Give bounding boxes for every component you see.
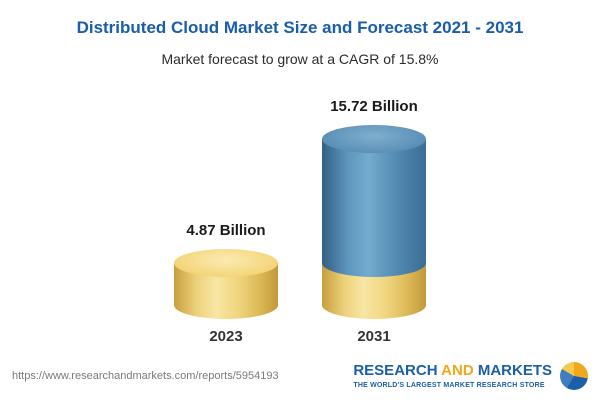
research-and-markets-globe-icon <box>560 362 588 390</box>
logo-title: RESEARCH AND MARKETS <box>353 363 552 380</box>
logo-word-and: AND <box>441 362 474 380</box>
value-label-2023: 4.87 Billion <box>186 222 266 239</box>
logo-tagline: THE WORLD'S LARGEST MARKET RESEARCH STOR… <box>353 381 545 389</box>
cylinder-2023 <box>174 249 278 319</box>
chart-title: Distributed Cloud Market Size and Foreca… <box>76 18 524 37</box>
cylinder-2031-top-ellipse <box>322 125 426 153</box>
footer: https://www.researchandmarkets.com/repor… <box>0 352 600 400</box>
report-url-link[interactable]: https://www.researchandmarkets.com/repor… <box>12 370 279 382</box>
bar-group-2031: 15.72 Billion 2031 <box>322 98 426 345</box>
logo-word-markets: MARKETS <box>477 362 552 380</box>
category-label-2023: 2023 <box>209 328 243 345</box>
research-and-markets-logo: RESEARCH AND MARKETS THE WORLD'S LARGEST… <box>353 362 588 390</box>
chart-area: 4.87 Billion 2023 15.72 Billion 2031 <box>0 98 600 345</box>
logo-word-research: RESEARCH <box>353 362 438 380</box>
cylinder-2031-growth-segment <box>322 139 426 277</box>
category-label-2031: 2031 <box>357 328 391 345</box>
cylinder-2023-top-ellipse <box>174 249 278 277</box>
cylinder-2031 <box>322 125 426 319</box>
bar-group-2023: 4.87 Billion 2023 <box>174 222 278 345</box>
chart-subtitle: Market forecast to grow at a CAGR of 15.… <box>161 51 439 67</box>
logo-text-block: RESEARCH AND MARKETS THE WORLD'S LARGEST… <box>353 363 552 389</box>
value-label-2031: 15.72 Billion <box>330 98 418 115</box>
